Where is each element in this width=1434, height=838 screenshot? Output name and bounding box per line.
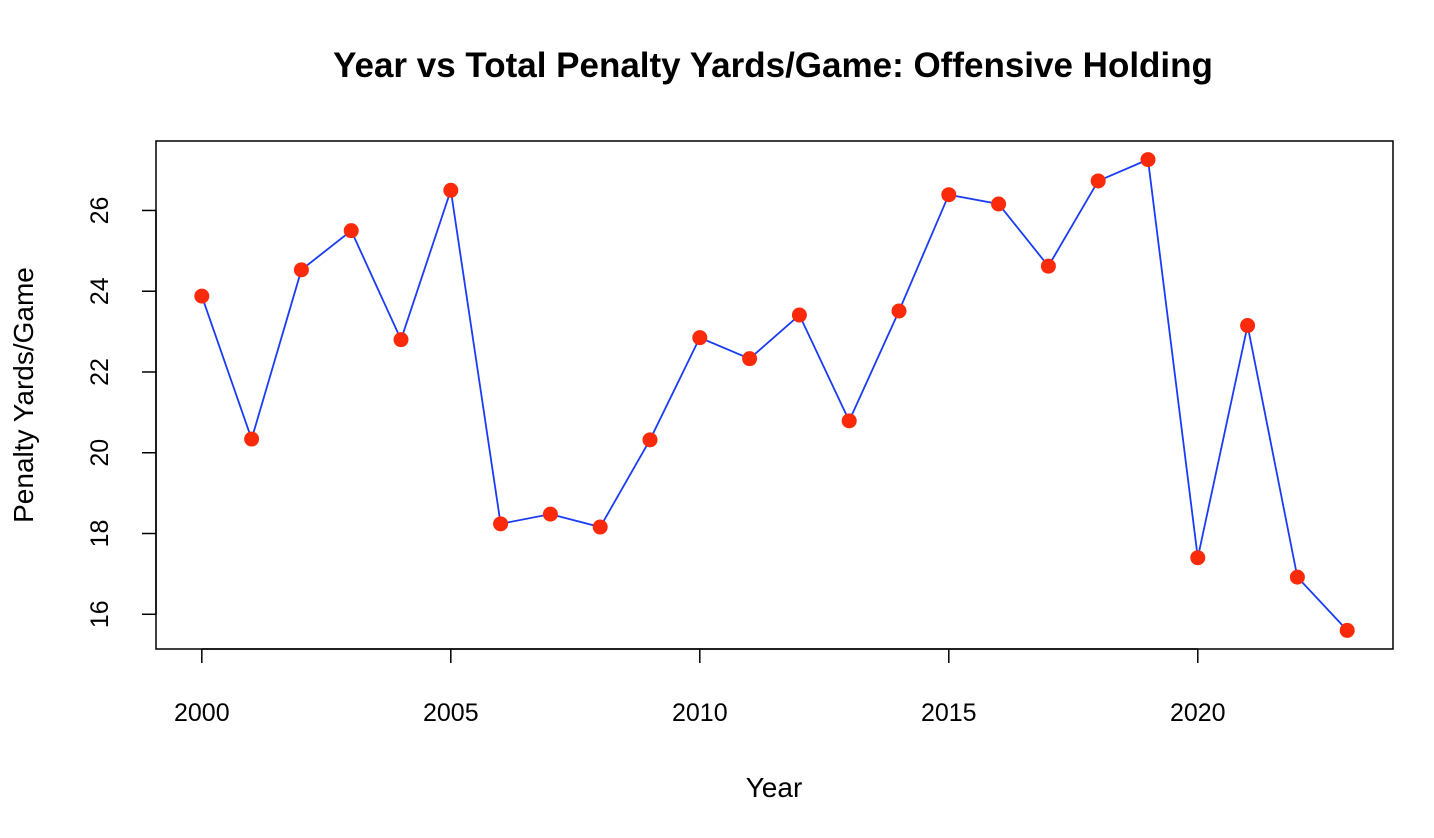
data-point bbox=[841, 413, 857, 429]
y-tick-label: 18 bbox=[86, 520, 114, 548]
x-tick-label: 2000 bbox=[174, 699, 230, 727]
data-point bbox=[642, 432, 658, 448]
y-axis: 16 18 20 22 24 26 bbox=[86, 197, 157, 628]
data-point bbox=[1140, 152, 1156, 168]
data-point bbox=[194, 288, 210, 304]
x-tick-label: 2005 bbox=[423, 699, 479, 727]
data-point bbox=[1190, 550, 1206, 566]
data-point bbox=[941, 187, 957, 203]
chart-title: Year vs Total Penalty Yards/Game: Offens… bbox=[333, 46, 1213, 85]
x-axis-label: Year bbox=[746, 772, 803, 803]
data-point bbox=[343, 223, 359, 239]
data-point bbox=[393, 332, 409, 348]
data-point bbox=[443, 182, 459, 198]
x-tick-label: 2015 bbox=[921, 699, 977, 727]
data-point bbox=[293, 262, 309, 278]
data-point bbox=[493, 516, 509, 532]
data-point bbox=[742, 351, 758, 367]
data-point bbox=[244, 431, 260, 447]
data-point bbox=[692, 330, 708, 346]
y-tick-label: 20 bbox=[86, 439, 114, 467]
data-point bbox=[1240, 318, 1256, 334]
data-point bbox=[1339, 622, 1355, 638]
x-tick-label: 2010 bbox=[672, 699, 728, 727]
x-axis: 2000 2005 2010 2015 2020 bbox=[174, 648, 1226, 727]
x-tick-label: 2020 bbox=[1170, 699, 1226, 727]
y-tick-label: 16 bbox=[86, 600, 114, 628]
data-point bbox=[592, 519, 608, 535]
y-tick-label: 22 bbox=[86, 358, 114, 386]
data-point bbox=[891, 303, 907, 319]
y-tick-label: 26 bbox=[86, 197, 114, 225]
plot-frame bbox=[155, 140, 1394, 650]
y-axis-label: Penalty Yards/Game bbox=[8, 267, 39, 523]
y-tick-label: 24 bbox=[86, 277, 114, 305]
data-point bbox=[1090, 173, 1106, 189]
data-point bbox=[542, 506, 558, 522]
data-point bbox=[1289, 569, 1305, 585]
data-point bbox=[1040, 258, 1056, 274]
series-line bbox=[200, 158, 1348, 632]
data-point bbox=[791, 307, 807, 323]
series-layer bbox=[194, 152, 1355, 638]
data-point bbox=[991, 196, 1007, 212]
